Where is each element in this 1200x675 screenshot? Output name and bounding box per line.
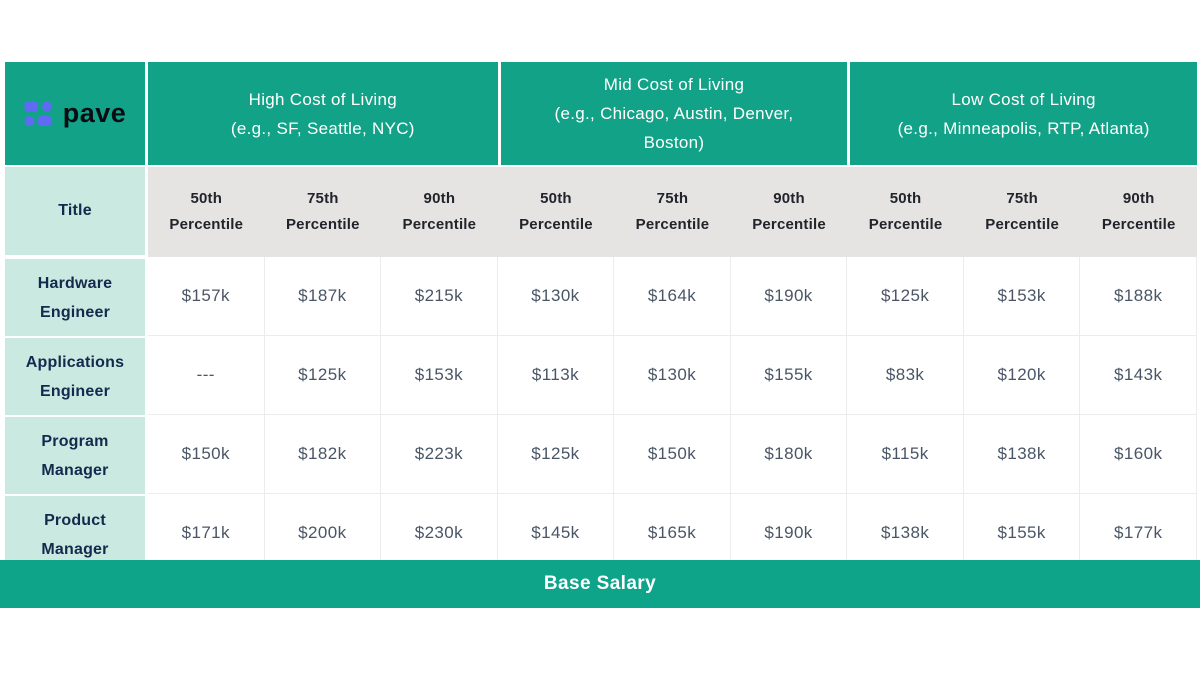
pave-wordmark: pave	[62, 98, 127, 128]
salary-cell: $83k	[847, 336, 964, 415]
salary-cell: $153k	[381, 336, 498, 415]
salary-cell: $115k	[847, 415, 964, 494]
group-header-low-col: Low Cost of Living (e.g., Minneapolis, R…	[847, 62, 1197, 167]
percentile-header: 75th Percentile	[264, 167, 382, 257]
salary-cell: $177k	[1080, 494, 1197, 560]
salary-cell: $150k	[614, 415, 731, 494]
salary-cell: $160k	[1080, 415, 1197, 494]
group-examples: (e.g., Chicago, Austin, Denver, Boston)	[554, 104, 794, 152]
row-title-program-manager: Program Manager	[5, 415, 148, 494]
salary-cell: $180k	[730, 415, 848, 494]
title-column-header: Title	[5, 167, 148, 257]
salary-cell: $145k	[497, 494, 615, 560]
logo-cell: pave	[5, 62, 148, 167]
percentile-header: 90th Percentile	[381, 167, 498, 257]
salary-cell: $138k	[963, 415, 1081, 494]
percentile-header: 50th Percentile	[497, 167, 615, 257]
salary-cell: $215k	[381, 257, 498, 336]
percentile-header: 50th Percentile	[148, 167, 265, 257]
salary-cell: $157k	[148, 257, 265, 336]
group-header-high-col: High Cost of Living (e.g., SF, Seattle, …	[148, 62, 498, 167]
salary-cell: $182k	[264, 415, 382, 494]
row-title-hardware-engineer: Hardware Engineer	[5, 257, 148, 336]
salary-cell: $155k	[730, 336, 848, 415]
compensation-table: pave High Cost of Living (e.g., SF, Seat…	[5, 62, 1197, 560]
salary-cell: $200k	[264, 494, 382, 560]
salary-cell: $190k	[730, 494, 848, 560]
base-salary-banner: Base Salary	[0, 560, 1200, 608]
row-title-applications-engineer: Applications Engineer	[5, 336, 148, 415]
salary-cell: $230k	[381, 494, 498, 560]
salary-cell: $153k	[963, 257, 1081, 336]
salary-cell: $223k	[381, 415, 498, 494]
salary-cell: $125k	[264, 336, 382, 415]
group-examples: (e.g., SF, Seattle, NYC)	[230, 118, 415, 138]
salary-cell: $164k	[614, 257, 731, 336]
group-title: Mid Cost of Living	[603, 75, 745, 94]
salary-cell: $190k	[730, 257, 848, 336]
salary-cell: $130k	[614, 336, 731, 415]
salary-cell: $150k	[148, 415, 265, 494]
salary-cell: $113k	[497, 336, 615, 415]
salary-cell: $165k	[614, 494, 731, 560]
percentile-header: 75th Percentile	[963, 167, 1081, 257]
group-title: High Cost of Living	[248, 89, 398, 109]
salary-cell: $138k	[847, 494, 964, 560]
salary-cell: $130k	[497, 257, 615, 336]
salary-cell: $143k	[1080, 336, 1197, 415]
base-salary-label: Base Salary	[543, 573, 657, 594]
salary-cell: $155k	[963, 494, 1081, 560]
row-title-product-manager: Product Manager	[5, 494, 148, 560]
percentile-header: 90th Percentile	[1080, 167, 1197, 257]
salary-cell: $171k	[148, 494, 265, 560]
salary-cell: ---	[148, 336, 265, 415]
group-header-mid-col: Mid Cost of Living (e.g., Chicago, Austi…	[497, 62, 848, 167]
percentile-header: 75th Percentile	[614, 167, 731, 257]
percentile-header: 50th Percentile	[847, 167, 964, 257]
salary-cell: $187k	[264, 257, 382, 336]
pave-logo-icon	[24, 101, 52, 126]
salary-cell: $188k	[1080, 257, 1197, 336]
salary-cell: $125k	[497, 415, 615, 494]
percentile-header: 90th Percentile	[730, 167, 848, 257]
salary-cell: $125k	[847, 257, 964, 336]
group-title: Low Cost of Living	[951, 89, 1096, 109]
salary-cell: $120k	[963, 336, 1081, 415]
group-examples: (e.g., Minneapolis, RTP, Atlanta)	[897, 118, 1150, 138]
